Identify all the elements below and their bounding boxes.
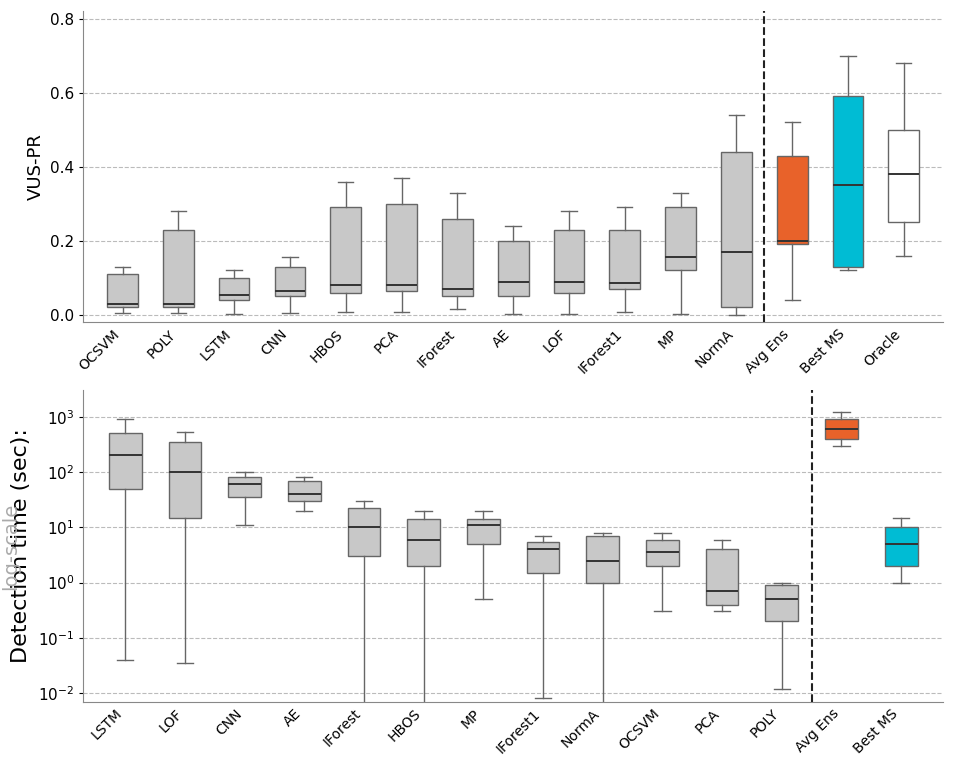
PathPatch shape	[169, 442, 201, 518]
PathPatch shape	[228, 477, 261, 497]
Y-axis label: VUS-PR: VUS-PR	[27, 133, 45, 200]
PathPatch shape	[497, 241, 528, 296]
PathPatch shape	[553, 229, 584, 293]
PathPatch shape	[664, 207, 695, 271]
PathPatch shape	[347, 509, 380, 556]
PathPatch shape	[645, 539, 679, 566]
PathPatch shape	[466, 519, 499, 544]
PathPatch shape	[776, 156, 806, 245]
PathPatch shape	[824, 420, 857, 439]
PathPatch shape	[764, 585, 798, 621]
Text: log-scale: log-scale	[1, 502, 20, 590]
PathPatch shape	[163, 229, 193, 308]
Y-axis label: Detection time (sec):: Detection time (sec):	[11, 429, 31, 663]
PathPatch shape	[288, 481, 320, 501]
PathPatch shape	[386, 204, 416, 291]
PathPatch shape	[832, 97, 862, 267]
PathPatch shape	[407, 519, 439, 566]
PathPatch shape	[705, 549, 738, 604]
PathPatch shape	[218, 278, 250, 300]
PathPatch shape	[887, 130, 918, 222]
PathPatch shape	[330, 207, 361, 293]
PathPatch shape	[883, 527, 917, 566]
PathPatch shape	[107, 274, 138, 308]
PathPatch shape	[274, 267, 305, 296]
PathPatch shape	[586, 536, 618, 583]
PathPatch shape	[609, 229, 639, 289]
PathPatch shape	[109, 433, 141, 489]
PathPatch shape	[526, 542, 558, 573]
PathPatch shape	[441, 219, 473, 296]
PathPatch shape	[720, 152, 751, 308]
